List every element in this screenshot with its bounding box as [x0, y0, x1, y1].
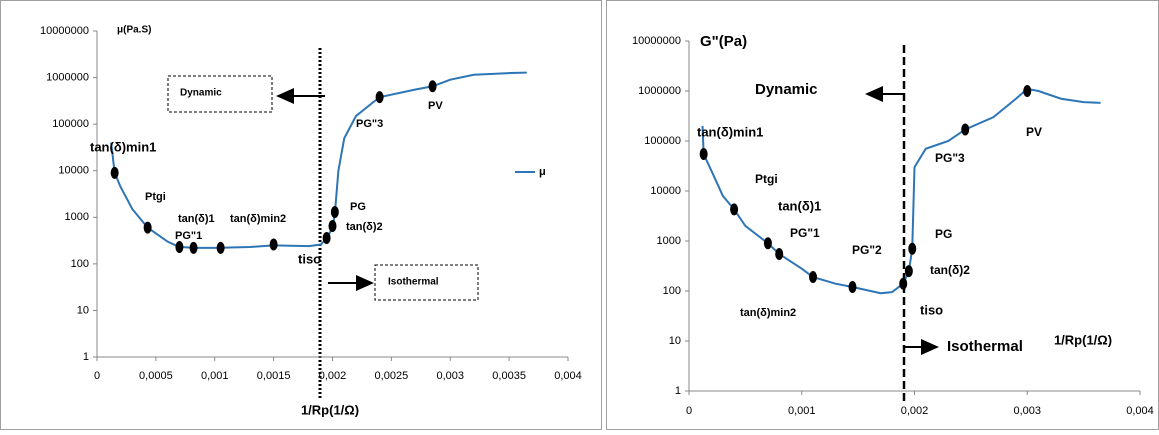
y-tick-label: 10000	[650, 185, 681, 197]
y-tick-label: 10000000	[632, 35, 681, 47]
data-point	[899, 277, 908, 290]
legend-label: μ	[539, 166, 546, 178]
annotation: PV	[428, 100, 443, 112]
annotation-box	[167, 75, 273, 113]
data-point	[961, 123, 970, 136]
annotation: tan(δ)1	[778, 198, 821, 213]
data-point	[143, 221, 152, 234]
data-point	[269, 238, 278, 251]
y-tick-label: 10	[669, 335, 681, 347]
annotation: tan(δ)1	[178, 213, 215, 225]
annotation: Dynamic	[755, 81, 818, 98]
x-tick-label: 0,002	[319, 370, 347, 382]
y-tick-label: 10000	[58, 165, 89, 177]
annotation: tan(δ)min1	[90, 139, 156, 154]
data-point	[809, 271, 818, 284]
annotation: tan(δ)2	[930, 263, 970, 277]
annotation: tan(δ)min1	[697, 124, 763, 139]
data-point	[175, 241, 184, 254]
x-tick-label: 0,001	[201, 370, 229, 382]
y-tick-label: 1000000	[46, 71, 89, 83]
annotation: tan(δ)2	[346, 221, 383, 233]
y-tick-label: 100	[71, 258, 89, 270]
y-tick-label: 100000	[644, 135, 681, 147]
x-tick-label: 0,004	[1126, 405, 1154, 417]
x-tick-label: 0,001	[788, 405, 816, 417]
data-point	[763, 237, 772, 250]
data-point	[428, 80, 437, 93]
y-tick-label: 1	[675, 385, 681, 397]
x-tick-label: 0,0025	[375, 370, 409, 382]
x-tick-label: 0,004	[554, 370, 582, 382]
data-point	[322, 231, 331, 244]
data-point	[775, 247, 784, 260]
x-axis-label: 1/Rp(1/Ω)	[1054, 332, 1112, 347]
annotation-box	[374, 264, 479, 301]
x-tick-label: 0,003	[1013, 405, 1041, 417]
data-point	[904, 265, 913, 278]
annotation: PV	[1026, 125, 1042, 139]
y-tick-label: 1000	[65, 211, 89, 223]
series-line	[701, 87, 1101, 295]
x-axis-label: 1/Rp(1/Ω)	[301, 402, 359, 417]
x-tick-label: 0	[94, 370, 100, 382]
x-tick-label: 0,0015	[257, 370, 291, 382]
data-point	[189, 241, 198, 254]
y-tick-label: 1000000	[638, 85, 681, 97]
y-tick-label: 1	[83, 351, 89, 363]
data-point	[908, 242, 917, 255]
annotation: tan(δ)min2	[230, 213, 286, 225]
annotation: Isothermal	[947, 338, 1023, 355]
annotation: Dynamic	[180, 88, 222, 99]
data-point	[699, 147, 708, 160]
annotation: PG	[935, 227, 952, 241]
annotation: PG	[350, 201, 366, 213]
annotation: Ptgi	[755, 172, 778, 186]
annotation: tiso	[298, 251, 321, 266]
data-point	[328, 219, 337, 232]
x-tick-label: 0,003	[436, 370, 464, 382]
annotation: tan(δ)min2	[740, 307, 796, 319]
annotation: Ptgi	[145, 191, 166, 203]
x-tick-label: 0,002	[901, 405, 929, 417]
annotation: PG"1	[790, 226, 820, 240]
annotation: PG"3	[356, 118, 383, 130]
data-point	[216, 241, 225, 254]
annotation: PG"2	[852, 243, 882, 257]
annotation: PG"3	[935, 151, 965, 165]
y-axis-label: μ(Pa.S)	[117, 25, 151, 36]
y-tick-label: 100000	[52, 118, 89, 130]
data-point	[730, 203, 739, 216]
panel-border	[0, 0, 602, 430]
y-tick-label: 10000000	[40, 25, 89, 37]
data-point	[330, 205, 339, 218]
y-tick-label: 1000	[657, 235, 681, 247]
annotation: tiso	[920, 302, 943, 317]
data-point	[110, 166, 119, 179]
y-axis-label: G"(Pa)	[700, 33, 747, 50]
y-tick-label: 100	[663, 285, 681, 297]
x-tick-label: 0,0035	[492, 370, 526, 382]
annotation: PG"1	[175, 230, 202, 242]
data-point	[1023, 85, 1032, 97]
data-point	[848, 281, 857, 294]
data-point	[375, 91, 384, 104]
y-tick-label: 10	[77, 304, 89, 316]
x-tick-label: 0,0005	[139, 370, 173, 382]
x-tick-label: 0	[686, 405, 692, 417]
annotation: Isothermal	[388, 277, 439, 288]
